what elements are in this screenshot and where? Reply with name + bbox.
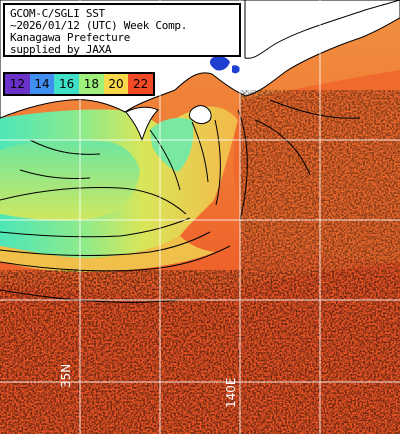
lake-small [232, 65, 240, 74]
legend-cell-16: 16 [54, 74, 80, 94]
legend-cell-12: 12 [5, 74, 30, 94]
legend-cell-20: 20 [103, 74, 129, 94]
title-line-2: ~2026/01/12 (UTC) Week Comp. [10, 19, 188, 32]
legend-cell-14: 14 [29, 74, 55, 94]
title-line-4: supplied by JAXA [10, 43, 112, 56]
legend-cell-18: 18 [79, 74, 104, 94]
land-peninsula [125, 106, 159, 142]
title-line-3: Kanagawa Prefecture [10, 31, 131, 44]
legend-cell-22: 22 [128, 74, 154, 94]
title-line-1: GCOM-C/SGLI SST [10, 7, 105, 20]
land-bay-head [189, 105, 212, 125]
latitude-label: 35N [59, 364, 73, 388]
lake [209, 55, 230, 71]
sea-bay-cold [0, 140, 140, 221]
color-legend: 12 14 16 18 20 22 [3, 72, 155, 96]
sea-bay-north [150, 118, 194, 172]
title-box: GCOM-C/SGLI SST ~2026/01/12 (UTC) Week C… [3, 3, 241, 57]
sea-edge-band [0, 236, 215, 272]
longitude-label: 140E [224, 378, 238, 409]
